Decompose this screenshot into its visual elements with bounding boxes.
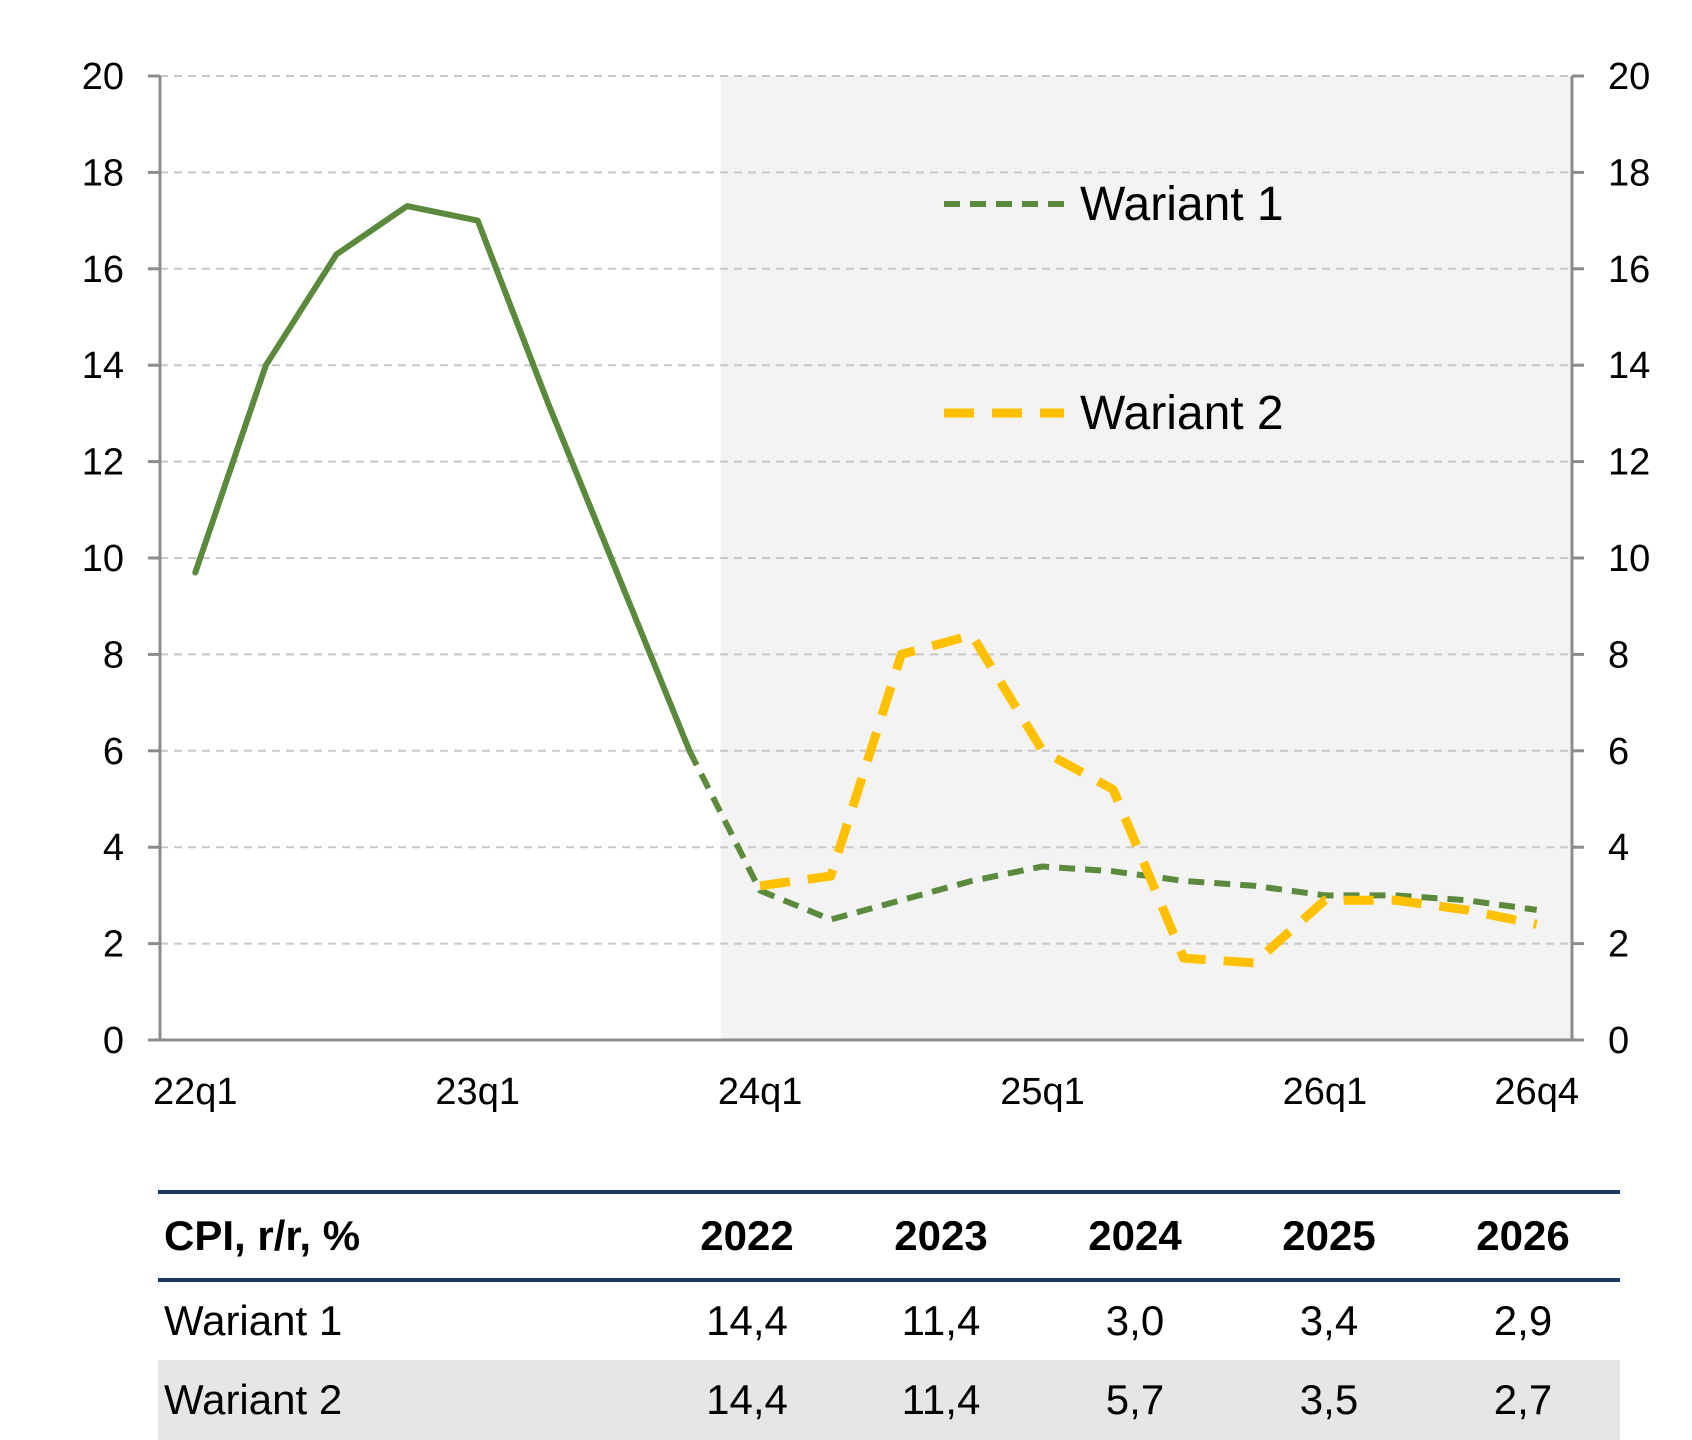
y-tick-label-right: 8 (1608, 634, 1629, 676)
table-cell: Wariant 2 (164, 1376, 343, 1423)
y-tick-label-left: 4 (103, 827, 124, 869)
table-cell: Wariant 1 (164, 1297, 343, 1344)
table-header-cell: CPI, r/r, % (164, 1212, 361, 1259)
table-cell: 3,4 (1299, 1297, 1359, 1344)
y-tick-label-left: 12 (82, 442, 124, 484)
table-cell: 14,4 (706, 1376, 788, 1423)
table-cell: 2,9 (1493, 1297, 1553, 1344)
x-tick-label: 26q4 (1494, 1071, 1579, 1113)
y-tick-label-right: 12 (1608, 442, 1650, 484)
series-wariant-2 (759, 630, 1538, 968)
series-wariant-1-forecast (686, 749, 1538, 923)
x-tick-label: 23q1 (435, 1071, 520, 1113)
x-tick-label: 25q1 (1000, 1071, 1085, 1113)
legend-label-wariant-2: Wariant 2 (1080, 387, 1284, 440)
y-tick-label-left: 20 (82, 56, 124, 98)
series-lines (192, 203, 1538, 968)
x-tick-label: 26q1 (1283, 1071, 1368, 1113)
table-row: Wariant 1 14,4 11,4 3,0 3,4 2,9 (158, 1280, 1620, 1360)
x-tick-label: 22q1 (153, 1071, 238, 1113)
y-axis-left-ticks: 0 2 4 6 8 10 12 14 16 18 20 (82, 56, 160, 1062)
y-tick-label-right: 20 (1608, 56, 1650, 98)
table-header-cell: 2022 (700, 1212, 794, 1259)
cpi-summary-table: CPI, r/r, % 2022 2023 2024 2025 2026 War… (158, 1190, 1620, 1440)
y-tick-label-right: 14 (1608, 345, 1650, 387)
table-header-cell: 2026 (1476, 1212, 1570, 1259)
y-tick-label-left: 8 (103, 634, 124, 676)
y-axis-right-ticks: 0 2 4 6 8 10 12 14 16 18 20 (1572, 56, 1650, 1062)
y-tick-label-right: 16 (1608, 249, 1650, 291)
table-row: Wariant 2 14,4 11,4 5,7 3,5 2,7 (158, 1360, 1620, 1440)
table-cell: 14,4 (706, 1297, 788, 1344)
y-tick-label-right: 10 (1608, 538, 1650, 580)
table-cell: 11,4 (901, 1376, 981, 1423)
x-tick-label: 24q1 (718, 1071, 803, 1113)
y-tick-label-right: 2 (1608, 924, 1629, 966)
y-tick-label-right: 4 (1608, 827, 1629, 869)
table-cell: 11,4 (901, 1297, 981, 1344)
y-tick-label-right: 18 (1608, 152, 1650, 194)
y-tick-label-left: 18 (82, 152, 124, 194)
y-tick-label-right: 6 (1608, 731, 1629, 773)
table-header-cell: 2023 (894, 1212, 988, 1259)
y-tick-label-left: 0 (103, 1020, 124, 1062)
legend-label-wariant-1: Wariant 1 (1080, 178, 1284, 231)
table-header-cell: 2025 (1282, 1212, 1376, 1259)
y-tick-label-left: 2 (103, 924, 124, 966)
table-header-cell: 2024 (1088, 1212, 1182, 1259)
y-tick-label-right: 0 (1608, 1020, 1629, 1062)
cpi-line-chart: 0 2 4 6 8 10 12 14 16 18 20 0 2 4 6 8 10 12 14 16 18 20 22q1… (82, 56, 1651, 1113)
y-tick-label-left: 6 (103, 731, 124, 773)
table-cell: 5,7 (1105, 1376, 1165, 1423)
y-tick-label-left: 16 (82, 249, 124, 291)
table-header-row: CPI, r/r, % 2022 2023 2024 2025 2026 (158, 1192, 1620, 1280)
x-axis-ticks: 22q1 23q1 24q1 25q1 26q1 26q4 (153, 1071, 1579, 1113)
y-tick-label-left: 14 (82, 345, 124, 387)
series-wariant-1-actual (192, 203, 693, 754)
table-cell: 2,7 (1493, 1376, 1553, 1423)
table-cell: 3,0 (1105, 1297, 1165, 1344)
y-tick-label-left: 10 (82, 538, 124, 580)
table-cell: 3,5 (1299, 1376, 1359, 1423)
legend: Wariant 1 Wariant 2 (944, 178, 1284, 440)
